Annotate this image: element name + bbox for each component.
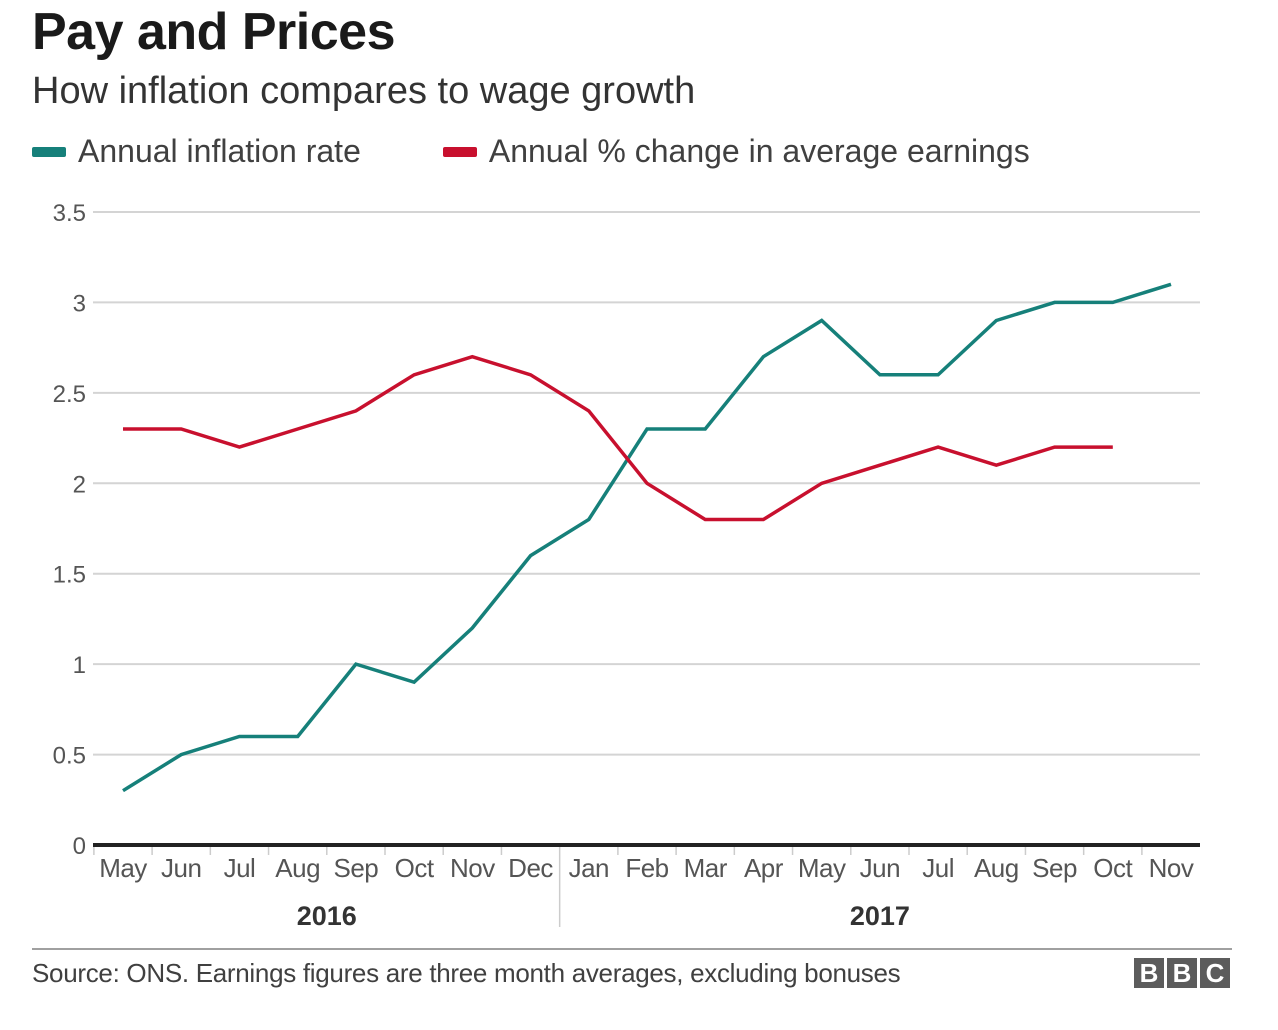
x-tick-label: Jan [569, 853, 609, 883]
x-tick-label: Oct [1093, 853, 1133, 883]
legend-swatch-earnings [442, 146, 477, 157]
legend-label-earnings: Annual % change in average earnings [488, 133, 1030, 169]
y-tick-label: 0 [73, 833, 86, 860]
y-tick-label: 2 [73, 471, 86, 498]
x-tick-label: Mar [684, 853, 728, 883]
x-tick-label: Aug [974, 853, 1019, 883]
x-tick-label: Apr [744, 853, 784, 883]
x-tick-label: Oct [395, 853, 435, 883]
bbc-logo: B B C [1134, 958, 1230, 988]
x-tick-label: Nov [450, 853, 495, 883]
x-tick-label: Sep [334, 853, 379, 883]
bbc-logo-letter: C [1200, 958, 1230, 988]
year-label: 2017 [850, 901, 910, 931]
legend-swatch-inflation [32, 146, 66, 157]
x-tick-label: Nov [1149, 853, 1194, 883]
x-tick-label: Jul [224, 853, 256, 883]
bbc-logo-letter: B [1134, 958, 1164, 988]
legend-label-inflation: Annual inflation rate [78, 133, 361, 169]
inflation-series-line [122, 282, 1172, 793]
x-tick-label: Sep [1032, 853, 1077, 883]
y-tick-label: 3.5 [53, 200, 86, 227]
legend-item-earnings: Annual % change in average earnings [442, 133, 1030, 170]
legend: Annual inflation rate Annual % change in… [32, 133, 1112, 170]
x-tick-label: Feb [625, 853, 668, 883]
x-tick-label: May [798, 853, 846, 883]
year-label: 2016 [297, 901, 357, 931]
x-tick-label: Dec [508, 853, 553, 883]
footer-divider [32, 948, 1232, 950]
bbc-logo-letter: B [1167, 958, 1197, 988]
chart-title: Pay and Prices [32, 3, 396, 61]
y-tick-label: 0.5 [53, 743, 86, 770]
y-tick-label: 1.5 [53, 562, 86, 589]
source-note: Source: ONS. Earnings figures are three … [32, 958, 901, 988]
x-tick-label: Jul [922, 853, 954, 883]
x-tick-label: Jun [860, 853, 900, 883]
y-tick-label: 1 [73, 652, 86, 679]
x-tick-label: Jun [161, 853, 201, 883]
y-tick-label: 3 [73, 290, 86, 317]
y-tick-label: 2.5 [53, 381, 86, 408]
chart-subtitle: How inflation compares to wage growth [32, 70, 696, 112]
x-tick-label: May [99, 853, 147, 883]
x-tick-label: Aug [275, 853, 320, 883]
earnings-series-line [123, 354, 1113, 522]
legend-item-inflation: Annual inflation rate [32, 133, 361, 170]
